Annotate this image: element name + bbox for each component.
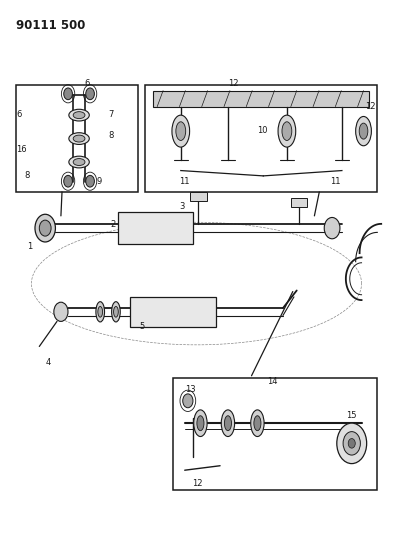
Ellipse shape [251, 410, 264, 437]
Text: 9: 9 [96, 177, 101, 185]
Bar [16, 85, 138, 192]
Ellipse shape [221, 410, 235, 437]
Text: 6: 6 [84, 79, 90, 88]
Ellipse shape [278, 115, 296, 147]
Ellipse shape [73, 159, 85, 165]
Circle shape [64, 175, 72, 187]
Text: 8: 8 [108, 132, 114, 140]
Text: 11: 11 [179, 177, 189, 185]
Circle shape [39, 220, 51, 236]
Ellipse shape [73, 135, 85, 142]
Text: 14: 14 [267, 377, 278, 385]
Bar [145, 85, 377, 192]
Text: 11: 11 [330, 177, 341, 185]
Bar [118, 212, 193, 244]
Ellipse shape [224, 416, 231, 431]
Text: 12: 12 [229, 79, 239, 88]
Text: 5: 5 [140, 322, 145, 330]
Ellipse shape [69, 156, 89, 168]
Ellipse shape [359, 123, 368, 139]
Ellipse shape [172, 115, 189, 147]
Circle shape [348, 439, 355, 448]
Circle shape [183, 394, 193, 408]
Bar [173, 378, 377, 490]
Circle shape [337, 423, 367, 464]
Text: 7: 7 [108, 110, 114, 119]
Bar [291, 198, 307, 207]
Circle shape [54, 302, 68, 321]
Bar [153, 91, 369, 107]
Text: 13: 13 [185, 385, 195, 393]
Ellipse shape [96, 302, 105, 322]
Text: 12: 12 [365, 102, 376, 111]
Text: 1: 1 [27, 243, 32, 251]
Ellipse shape [356, 116, 371, 146]
Text: 15: 15 [346, 411, 356, 420]
Ellipse shape [114, 306, 118, 317]
Bar [130, 297, 216, 327]
Circle shape [86, 175, 94, 187]
Text: 90111 500: 90111 500 [16, 19, 85, 31]
Bar [190, 192, 207, 201]
Text: 10: 10 [173, 126, 184, 135]
Circle shape [324, 217, 340, 239]
Ellipse shape [176, 122, 186, 140]
Ellipse shape [69, 109, 89, 121]
Text: 2: 2 [110, 221, 115, 229]
Ellipse shape [73, 112, 85, 118]
Ellipse shape [282, 122, 292, 140]
Text: 12: 12 [193, 480, 203, 488]
Text: 6: 6 [17, 110, 22, 119]
Ellipse shape [197, 416, 204, 431]
Circle shape [86, 88, 94, 100]
Circle shape [343, 432, 360, 455]
Ellipse shape [254, 416, 261, 431]
Text: 3: 3 [179, 203, 184, 211]
Ellipse shape [194, 410, 207, 437]
Ellipse shape [98, 306, 103, 317]
Text: 16: 16 [17, 145, 27, 154]
Ellipse shape [69, 133, 89, 144]
Text: 8: 8 [24, 172, 30, 180]
Circle shape [64, 88, 72, 100]
Text: 4: 4 [45, 358, 50, 367]
Circle shape [35, 214, 55, 242]
Ellipse shape [112, 302, 120, 322]
Text: 10: 10 [257, 126, 268, 135]
